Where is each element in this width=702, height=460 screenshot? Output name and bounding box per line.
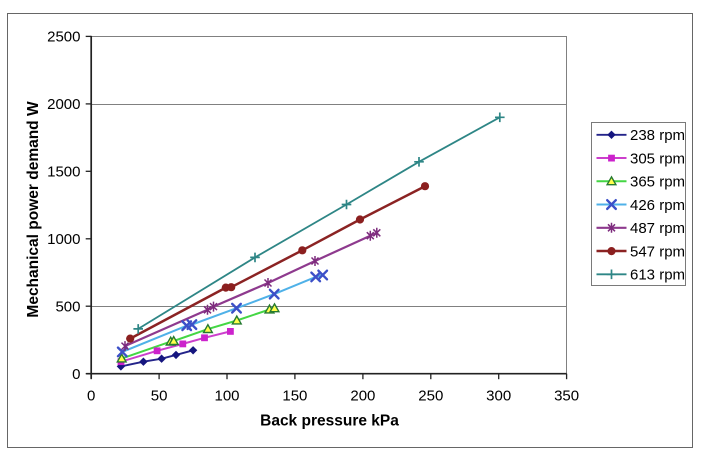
svg-text:547 rpm: 547 rpm: [630, 243, 685, 260]
svg-text:2500: 2500: [47, 29, 80, 46]
svg-text:365 rpm: 365 rpm: [630, 174, 685, 191]
svg-text:1500: 1500: [47, 164, 80, 181]
svg-text:150: 150: [282, 388, 307, 405]
svg-text:426 rpm: 426 rpm: [630, 197, 685, 214]
svg-text:238 rpm: 238 rpm: [630, 127, 685, 144]
svg-text:300: 300: [486, 388, 511, 405]
svg-text:305 rpm: 305 rpm: [630, 150, 685, 167]
svg-text:2000: 2000: [47, 96, 80, 113]
svg-text:Mechanical power demand W: Mechanical power demand W: [25, 101, 42, 318]
svg-text:Back pressure kPa: Back pressure kPa: [260, 413, 399, 430]
svg-text:0: 0: [87, 388, 95, 405]
svg-text:200: 200: [350, 388, 375, 405]
svg-text:487 rpm: 487 rpm: [630, 220, 685, 237]
svg-text:100: 100: [214, 388, 239, 405]
svg-text:500: 500: [55, 299, 80, 316]
svg-text:350: 350: [554, 388, 579, 405]
svg-text:50: 50: [151, 388, 168, 405]
svg-text:613 rpm: 613 rpm: [630, 267, 685, 284]
svg-text:1000: 1000: [47, 231, 80, 248]
svg-text:250: 250: [418, 388, 443, 405]
svg-text:0: 0: [72, 366, 80, 383]
